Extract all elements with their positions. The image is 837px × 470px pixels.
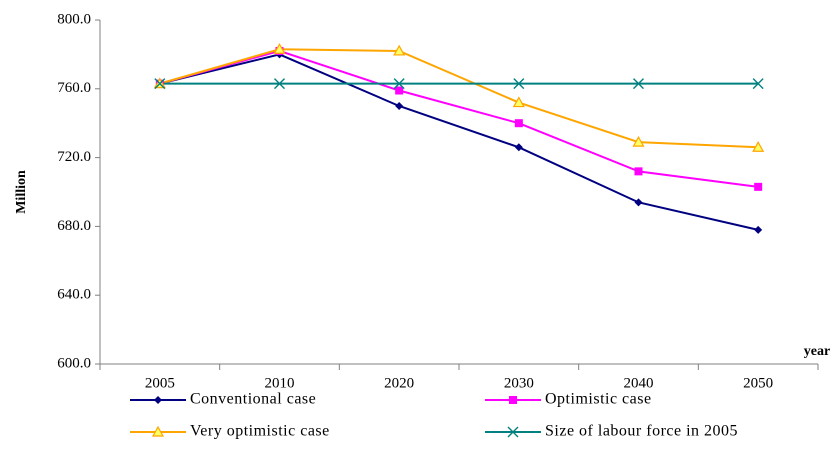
y-tick-label: 680.0 xyxy=(57,218,91,234)
marker xyxy=(754,182,763,191)
marker xyxy=(513,78,525,90)
marker xyxy=(514,143,523,152)
y-tick-label: 800.0 xyxy=(57,11,91,27)
marker xyxy=(752,141,765,152)
marker xyxy=(393,78,405,90)
marker xyxy=(633,78,644,90)
series-line xyxy=(159,49,759,188)
marker xyxy=(514,119,523,128)
series-line xyxy=(159,53,759,231)
x-tick-label: 2005 xyxy=(145,375,175,391)
series-line xyxy=(159,48,759,149)
marker xyxy=(154,396,162,404)
legend-label: Optimistic case xyxy=(545,391,652,408)
marker xyxy=(509,396,517,404)
y-tick-label: 720.0 xyxy=(57,149,91,165)
marker xyxy=(154,78,166,90)
x-tick-label: 2010 xyxy=(265,375,295,391)
marker xyxy=(632,135,645,147)
marker xyxy=(273,43,286,54)
y-tick-label: 600.0 xyxy=(57,355,91,371)
marker xyxy=(634,198,643,207)
x-tick-label: 2030 xyxy=(504,375,534,391)
x-axis-label: year xyxy=(804,344,830,359)
marker xyxy=(634,167,643,176)
marker xyxy=(151,425,165,437)
marker xyxy=(507,426,519,438)
marker xyxy=(754,225,763,234)
x-tick-label: 2020 xyxy=(384,375,414,391)
y-tick-label: 760.0 xyxy=(57,80,91,96)
marker xyxy=(752,78,764,90)
marker xyxy=(395,86,404,95)
legend-label: Very optimistic case xyxy=(190,423,330,440)
legend-label: Conventional case xyxy=(190,391,316,408)
marker xyxy=(395,102,404,110)
marker xyxy=(274,78,285,90)
marker xyxy=(393,44,406,56)
y-tick-label: 640.0 xyxy=(57,287,91,303)
x-tick-label: 2040 xyxy=(624,375,654,391)
marker xyxy=(512,96,525,108)
y-axis-label: Million xyxy=(14,170,29,214)
x-tick-label: 2050 xyxy=(743,375,773,391)
legend-label: Size of labour force in 2005 xyxy=(545,423,738,440)
